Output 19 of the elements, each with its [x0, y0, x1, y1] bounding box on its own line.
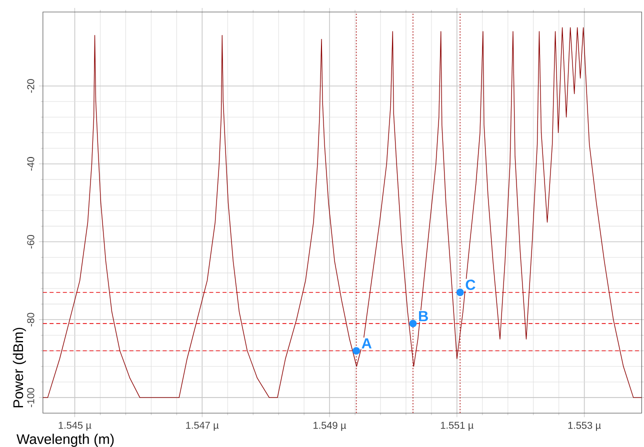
y-tick-label: -80 — [27, 312, 34, 326]
y-tick-label: -40 — [27, 157, 34, 171]
annotation: C — [466, 280, 476, 290]
x-tick-label: 1.545 µ — [58, 422, 92, 431]
point — [456, 288, 464, 296]
annotation: B — [419, 311, 428, 322]
point — [352, 347, 360, 355]
y-tick-label: -100 — [27, 388, 34, 408]
x-tick-label: 1.553 µ — [568, 422, 601, 431]
annotation: A — [362, 338, 372, 348]
x-tick-label: 1.551 µ — [440, 422, 474, 431]
point — [409, 320, 417, 328]
y-tick-label: -60 — [27, 234, 34, 249]
y-tick-label: -20 — [27, 79, 34, 93]
y-axis-title: Power (dBm) — [12, 328, 26, 408]
line-series — [42, 27, 642, 398]
x-tick-label: 1.549 µ — [314, 422, 346, 431]
x-tick-label: 1.547 µ — [186, 422, 219, 431]
x-axis-title: Wavelength (m) — [16, 434, 114, 447]
